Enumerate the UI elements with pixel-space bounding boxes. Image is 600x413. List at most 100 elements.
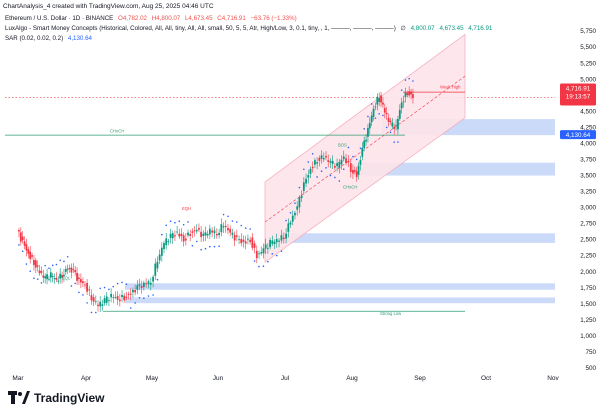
sar-dot <box>249 228 251 230</box>
candle-body <box>208 228 211 235</box>
time-tick-label: Sep <box>414 375 426 382</box>
structure-annotation: CHoCH <box>343 184 357 189</box>
candle-body <box>338 162 341 169</box>
candle-body <box>359 160 362 165</box>
candle-body <box>78 277 80 279</box>
sar-dot <box>95 311 97 314</box>
smc-val-3: 4,716.91 <box>468 25 493 32</box>
price-tick-label: 4,500 <box>580 108 596 115</box>
time-tick-label: Jul <box>281 375 290 382</box>
ohlc-low: L4,673.45 <box>184 15 213 22</box>
sar-dot <box>325 167 327 169</box>
candle-body <box>398 109 401 119</box>
sar-dot <box>152 294 154 296</box>
sar-dot <box>271 253 274 255</box>
candle-body <box>307 175 310 178</box>
sar-dot <box>74 282 76 285</box>
price-chart[interactable]: CHoCH Strong Low Weak High EQH EQL CHoCH BOS 5… <box>0 0 600 385</box>
candle-body <box>376 96 379 105</box>
sar-dot <box>59 259 61 262</box>
sar-dot <box>253 260 256 262</box>
sar-dot <box>378 113 380 115</box>
candle-body <box>46 274 48 280</box>
sar-dot <box>258 265 260 268</box>
symbol-legend: Ethereum / U.S. Dollar · 1D · BINANCE O4… <box>5 15 300 22</box>
candle-body <box>349 163 352 172</box>
candle-body <box>108 300 110 301</box>
candle-body <box>382 102 384 105</box>
structure-annotation: EQH <box>182 206 191 211</box>
candle-body <box>322 158 325 160</box>
candle-body <box>38 270 41 274</box>
candle-body <box>296 206 299 210</box>
candle-body <box>275 239 278 243</box>
candle-body <box>355 171 358 178</box>
price-tick-label: 2,250 <box>580 253 596 260</box>
smc-val-0: ∅ <box>400 25 406 32</box>
price-tick-label: 5,000 <box>580 76 596 83</box>
candle-body <box>70 267 73 273</box>
candle-body <box>55 277 58 280</box>
order-block-zone <box>125 283 555 290</box>
structure-lines <box>5 91 465 312</box>
candle-body <box>134 290 137 293</box>
candle-body <box>142 282 145 287</box>
sar-dot <box>222 213 225 216</box>
sar-dot <box>48 267 50 269</box>
candle-body <box>51 276 54 278</box>
sar-indicator-name[interactable]: SAR (0.02, 0.02, 0.2) <box>5 35 64 42</box>
candle-body <box>114 297 117 298</box>
sar-dot <box>40 282 43 284</box>
candle-body <box>92 297 95 302</box>
candle-body <box>125 296 128 298</box>
candle-body <box>345 158 347 164</box>
tradingview-brand[interactable]: TradingView <box>8 391 104 405</box>
candle-body <box>90 295 93 301</box>
candle-body <box>191 231 194 233</box>
candle-body <box>136 285 139 290</box>
sar-dot <box>267 260 269 263</box>
candle-body <box>311 166 314 169</box>
candle-body <box>238 239 240 240</box>
sar-dot <box>86 302 88 304</box>
candle-body <box>251 237 254 248</box>
sar-dot <box>307 161 310 163</box>
candle-body <box>178 233 181 237</box>
candle-body <box>86 282 88 292</box>
price-tick-label: 3,250 <box>580 189 596 196</box>
sar-dot <box>412 80 414 82</box>
candle-body <box>23 241 26 246</box>
candle-body <box>298 197 301 208</box>
candle-body <box>59 273 62 279</box>
candle-body <box>110 293 113 298</box>
sar-dot <box>33 277 35 280</box>
candle-body <box>318 157 321 161</box>
symbol-name[interactable]: Ethereum / U.S. Dollar · 1D · BINANCE <box>5 15 114 22</box>
candle-body <box>389 120 392 123</box>
candle-body <box>121 294 123 297</box>
candle-body <box>195 229 198 232</box>
sar-dot <box>404 79 407 81</box>
price-tick-label: 5,500 <box>580 44 596 51</box>
candle-body <box>82 281 84 284</box>
brand-name: TradingView <box>34 391 105 405</box>
candle-body <box>365 139 367 142</box>
candle-body <box>66 268 69 270</box>
candle-body <box>76 272 78 281</box>
time-tick-label: Aug <box>346 375 358 382</box>
candle-body <box>118 299 121 302</box>
candle-body <box>42 275 45 278</box>
candle-body <box>163 243 165 250</box>
candle-body <box>333 166 336 168</box>
sar-dot <box>121 281 123 284</box>
candle-body <box>127 294 130 295</box>
candle-body <box>305 178 307 184</box>
candle-body <box>174 235 176 237</box>
sar-dot <box>338 180 341 182</box>
sar-dot <box>385 126 388 129</box>
smc-indicator-name[interactable]: LuxAlgo - Smart Money Concepts (Historic… <box>5 25 396 32</box>
candle-body <box>353 170 356 172</box>
candle-body <box>231 232 234 235</box>
candle-body <box>18 230 20 232</box>
sar-dot <box>298 186 301 189</box>
